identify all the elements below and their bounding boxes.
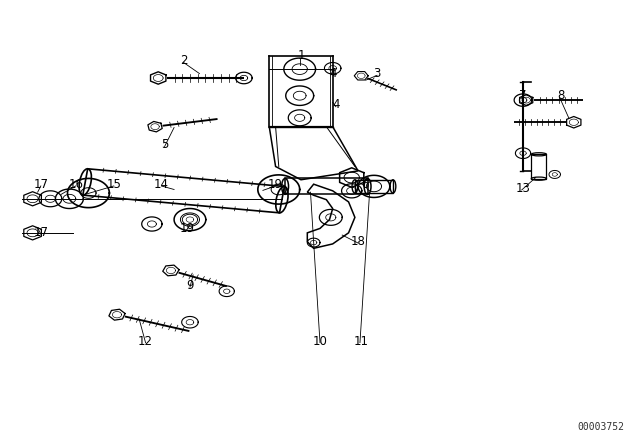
- Text: 13: 13: [516, 182, 531, 195]
- Text: 19: 19: [268, 178, 283, 191]
- Text: 2: 2: [180, 54, 188, 67]
- Text: 4: 4: [329, 67, 337, 80]
- Text: 4: 4: [332, 98, 340, 111]
- Text: 1: 1: [297, 49, 305, 62]
- Text: 11: 11: [354, 335, 369, 348]
- Text: 9: 9: [186, 280, 194, 293]
- Text: 16: 16: [68, 178, 83, 191]
- Text: 10: 10: [312, 335, 328, 348]
- Text: 00003752: 00003752: [577, 422, 625, 432]
- Text: 7: 7: [519, 89, 527, 102]
- Text: 14: 14: [154, 178, 169, 191]
- Text: 5: 5: [161, 138, 168, 151]
- Text: 17: 17: [33, 226, 49, 239]
- Text: 18: 18: [351, 235, 365, 248]
- Text: 17: 17: [33, 178, 49, 191]
- Text: 12: 12: [138, 335, 153, 348]
- Text: 3: 3: [373, 67, 381, 80]
- Text: 19: 19: [179, 222, 195, 235]
- Text: 8: 8: [557, 89, 564, 102]
- Text: 15: 15: [106, 178, 121, 191]
- Text: 6: 6: [361, 178, 368, 191]
